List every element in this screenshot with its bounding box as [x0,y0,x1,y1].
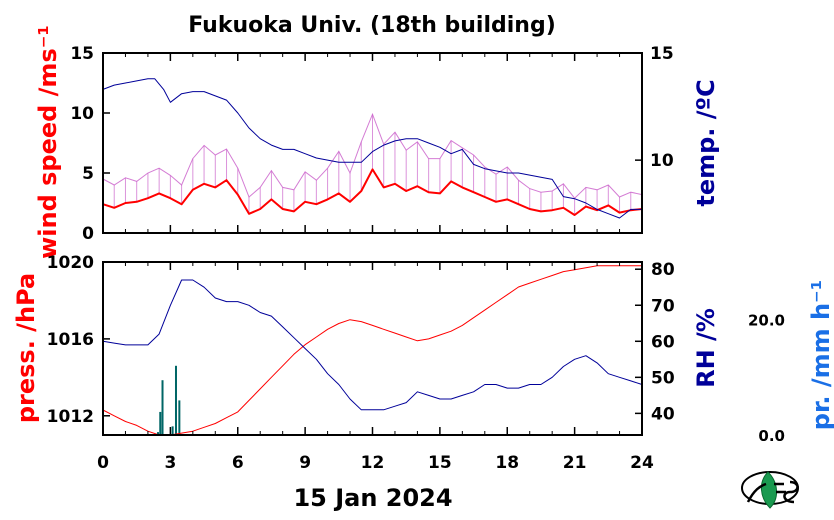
precip-y-label: 20.0 [748,312,785,330]
press-y-label: 1012 [47,407,94,427]
x-tick-label: 15 [428,453,452,473]
wind-mean-line [102,168,643,216]
wind-y-label: 15 [70,44,94,64]
x-tick-labels: 0 3 6 9 12 15 18 21 24 [97,453,654,473]
temp-y-label: 15 [650,44,674,64]
precip-bar [174,365,177,435]
humidity-line [102,279,643,411]
x-tick-label: 3 [164,453,176,473]
humidity-axis-label: RH /% [692,308,720,388]
temperature-tick-labels: 10 15 [650,44,674,171]
x-tick-label: 6 [232,453,244,473]
precip-y-label: 0.0 [758,427,785,445]
x-tick-label: 24 [630,453,654,473]
top-ticks [103,52,642,234]
precip-bar [178,400,181,435]
rh-y-label: 40 [651,404,675,424]
precipitation-series [157,365,181,435]
pressure-axis-label: press. /hPa [12,273,40,423]
rh-y-label: 60 [651,332,675,352]
temperature-axis-label: temp. /ºC [692,79,720,206]
precip-bar [171,426,174,435]
chart-title: Fukuoka Univ. (18th building) [188,13,556,38]
bottom-ticks [102,53,643,435]
precip-bar [159,411,162,435]
rh-y-label: 70 [651,296,675,316]
x-tick-label: 18 [495,453,519,473]
temperature-line [102,78,642,219]
humidity-series [102,279,643,411]
press-y-label: 1020 [47,253,94,273]
pressure-tick-labels: 1012 1016 1020 [47,253,94,427]
wind-mean-series [102,168,643,216]
x-tick-label: 9 [299,453,311,473]
wind-speed-tick-labels: 0 5 10 15 [70,44,94,244]
wind-y-label: 10 [70,104,94,124]
rh-y-label: 50 [651,368,675,388]
x-tick-label: 0 [97,453,109,473]
fes-leaf-logo [741,471,799,509]
wind-y-label: 5 [82,164,94,184]
temp-y-label: 10 [650,151,674,171]
x-tick-label: 12 [361,453,385,473]
precip-bar [157,432,160,435]
bottom-plot-frame [102,261,643,436]
press-y-label: 1016 [47,330,94,350]
x-tick-label: 21 [563,453,587,473]
precip-tick-labels: 0.0 20.0 [748,312,785,445]
temperature-series [102,78,642,219]
date-label: 15 Jan 2024 [293,484,452,512]
wind-speed-axis-label: wind speed /ms⁻¹ [34,25,62,259]
precipitation-axis-label: pr. /mm h⁻¹ [807,280,834,430]
rh-y-label: 80 [651,260,675,280]
precip-bar [161,380,164,435]
wind-gust-series [102,112,643,215]
wind-y-label: 0 [82,224,94,244]
top-panel: 0 5 10 15 10 15 [70,44,674,244]
humidity-tick-labels: 40 50 60 70 80 [651,260,675,424]
